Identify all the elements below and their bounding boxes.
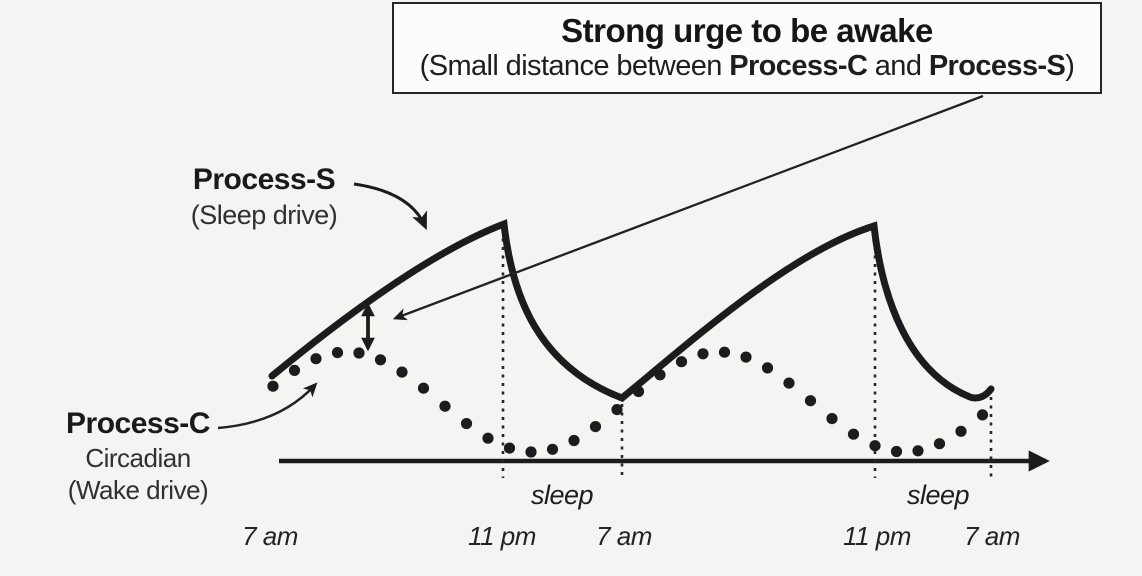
process-c-dot <box>804 395 817 407</box>
annotation-pointer-arrow-icon <box>392 94 984 321</box>
sleep-period-label-1: sleep <box>530 480 594 510</box>
tick-11pm-1: 11 pm <box>468 521 536 551</box>
annotation-title: Strong urge to be awake <box>561 12 933 50</box>
process-c-dot <box>439 400 451 412</box>
process-c-dot <box>589 421 602 433</box>
process-c-dot <box>912 445 924 457</box>
process-c-desc-2: (Wake drive) <box>67 474 209 505</box>
annotation-subtitle-suffix: ) <box>1065 50 1075 83</box>
process-c-dot <box>525 446 537 458</box>
process-s-curve <box>268 219 995 402</box>
tick-7am-3: 7 am <box>964 521 1020 551</box>
process-c-pointer-arrow-icon <box>217 382 318 430</box>
process-c-dot <box>288 364 301 376</box>
process-c-dot <box>783 377 795 389</box>
process-c-name: Process-C <box>66 407 210 440</box>
process-c-dot <box>546 443 559 455</box>
process-c-dot <box>955 425 967 437</box>
annotation-box: Strong urge to be awake (Small distance … <box>392 2 1102 94</box>
process-s-label: Process-S (Sleep drive) <box>158 160 370 232</box>
process-c-dot <box>697 348 709 360</box>
process-c-dot <box>353 347 365 359</box>
process-c-dot <box>976 409 989 421</box>
process-c-dot <box>761 362 774 374</box>
process-c-dot <box>374 354 387 366</box>
process-c-dot <box>890 445 903 458</box>
process-c-dot <box>482 432 494 444</box>
process-c-dot <box>310 353 322 365</box>
process-c-dot <box>417 382 430 394</box>
process-c-dot <box>568 434 580 447</box>
sleep-boundary-guides <box>501 230 993 478</box>
process-s-name: Process-S <box>192 163 336 196</box>
process-c-desc-1: Circadian <box>85 443 191 473</box>
process-c-dot <box>611 404 623 416</box>
process-c-dot <box>396 366 408 378</box>
process-c-dot <box>740 351 752 363</box>
process-c-dot <box>933 438 946 450</box>
process-c-curve <box>267 346 989 458</box>
process-c-dot <box>847 428 860 440</box>
annotation-subtitle: (Small distance between Process-C and Pr… <box>420 50 1075 83</box>
process-c-label: Process-C Circadian (Wake drive) <box>33 404 243 507</box>
process-c-dot <box>503 442 516 454</box>
sleep-period-label-2: sleep <box>906 480 970 510</box>
process-c-dot <box>675 356 688 368</box>
process-c-dot <box>826 413 838 425</box>
tick-7am-1: 7 am <box>242 521 298 551</box>
annotation-subtitle-process-s: Process-S <box>928 50 1066 83</box>
tick-11pm-2: 11 pm <box>843 521 911 551</box>
process-c-dot <box>331 347 344 359</box>
annotation-subtitle-mid: and <box>867 50 929 83</box>
process-c-dot <box>718 346 731 358</box>
process-c-dot <box>632 385 645 398</box>
process-c-dot <box>267 380 279 392</box>
annotation-subtitle-process-c: Process-C <box>729 50 868 83</box>
tick-7am-2: 7 am <box>596 521 652 551</box>
process-c-dot <box>654 369 666 381</box>
process-s-pointer-arrow-icon <box>353 182 427 231</box>
process-c-dot <box>869 440 881 452</box>
process-s-desc: (Sleep drive) <box>190 200 338 230</box>
annotation-subtitle-prefix: (Small distance between <box>419 50 730 83</box>
process-c-dot <box>460 418 473 430</box>
